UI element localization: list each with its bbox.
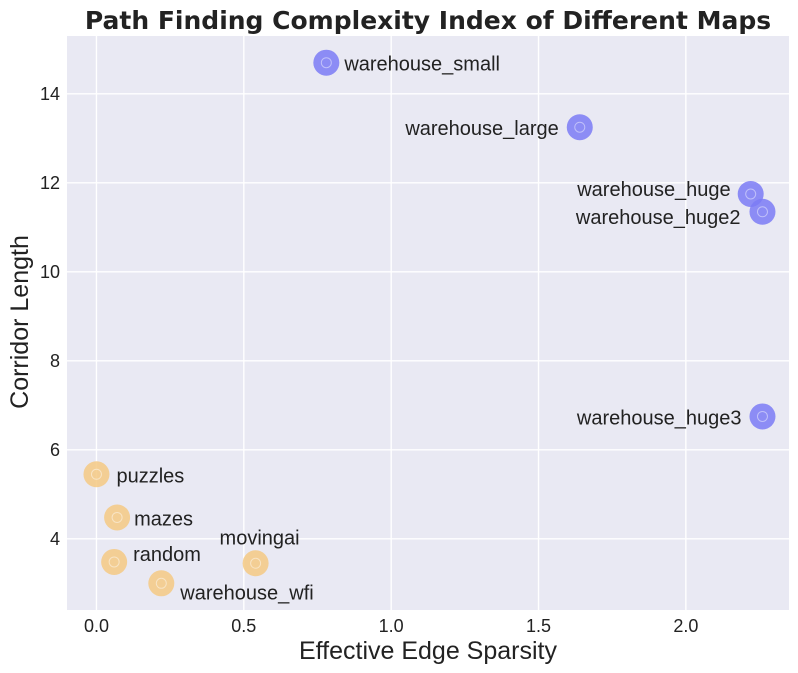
data-point [148,570,175,597]
point-labels: warehouse_small warehouse_large warehouse_… [116,54,741,605]
data-point [104,504,131,531]
x-tick-label: 2.0 [673,616,698,636]
point-label: warehouse_wfi [179,582,313,604]
point-label: mazes [134,508,193,530]
data-point [313,49,340,76]
y-tick-label: 12 [40,173,60,193]
data-point-center [111,511,123,523]
y-tick-label: 14 [40,84,60,104]
data-point [566,114,593,141]
x-tick-label: 0.5 [231,616,256,636]
data-point-center [320,57,332,69]
data-points [83,49,776,597]
x-tick-label: 0.0 [84,616,109,636]
data-point-center [90,468,102,480]
x-tick-label: 1.5 [526,616,551,636]
data-point-center [155,577,167,589]
x-axis-label: Effective Edge Sparsity [299,637,558,665]
y-tick-label: 6 [50,440,60,460]
data-point-center [574,121,586,133]
y-axis-label: Corridor Length [6,235,34,409]
data-point-center [250,557,262,569]
point-label: movingai [220,527,300,549]
data-point-center [108,556,120,568]
data-point-center [756,206,768,218]
point-label: puzzles [116,465,184,487]
x-tick-label: 1.0 [379,616,404,636]
data-point [101,548,128,575]
data-point-center [745,188,757,200]
point-label: warehouse_huge2 [575,207,741,229]
plot-area [67,36,789,610]
point-label: warehouse_huge [576,179,730,201]
data-point-center [756,410,768,422]
y-tick-label: 4 [50,529,60,549]
y-tick-label: 8 [50,351,60,371]
grid [67,36,789,610]
y-tick-label: 10 [40,262,60,282]
point-label: warehouse_huge3 [576,407,742,429]
tick-labels: 0.0 0.5 1.0 1.5 2.0 4 6 8 10 12 14 [40,84,698,636]
point-label: warehouse_large [404,118,558,140]
data-point [749,198,776,225]
point-label: warehouse_small [343,54,500,76]
point-label: random [133,544,201,566]
data-point [749,403,776,430]
chart-title: Path Finding Complexity Index of Differe… [85,6,771,35]
data-point [242,550,269,577]
data-point [83,461,110,488]
